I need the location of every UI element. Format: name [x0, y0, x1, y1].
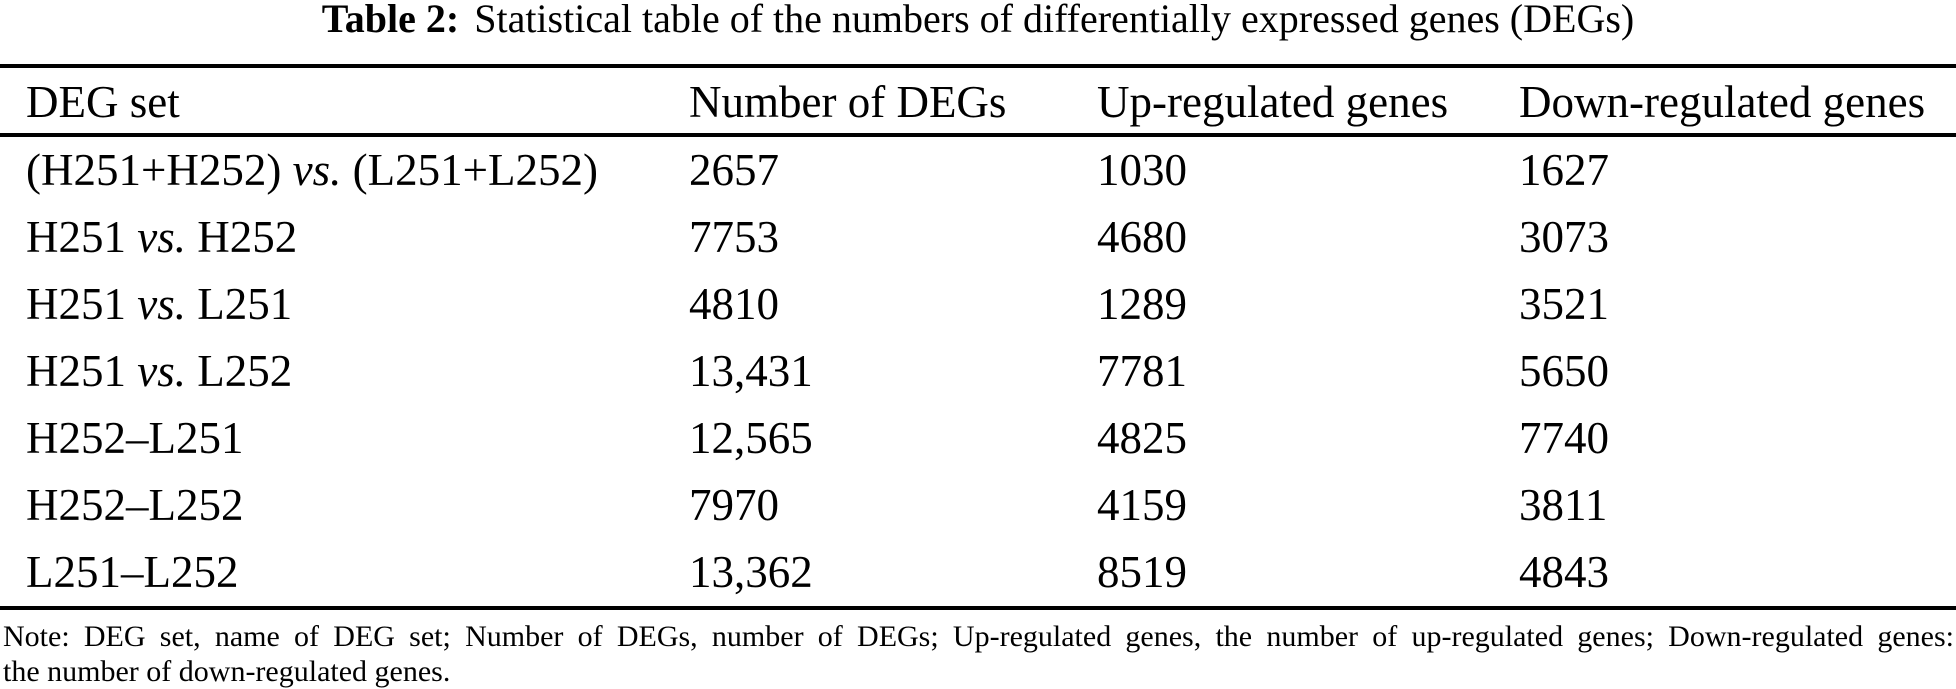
- footnote-line-2: the number of down-regulated genes.: [3, 655, 451, 688]
- deg-table: DEG set Number of DEGs Up-regulated gene…: [0, 68, 1956, 133]
- table-row: H251 vs. L251 4810 1289 3521: [26, 271, 1956, 338]
- deg-set-cell: H251 vs. H252: [26, 212, 298, 262]
- down-regulated-cell: 1627: [1519, 145, 1609, 195]
- column-header-down-regulated: Down-regulated genes: [1519, 77, 1926, 127]
- table-row: H252–L252 7970 4159 3811: [26, 472, 1956, 539]
- bottom-rule: [0, 606, 1956, 610]
- number-of-degs-cell: 4810: [689, 279, 779, 329]
- deg-table-body: (H251+H252) vs. (L251+L252) 2657 1030 16…: [0, 137, 1956, 606]
- down-regulated-cell: 3811: [1519, 480, 1608, 530]
- table-row: H251 vs. L252 13,431 7781 5650: [26, 338, 1956, 405]
- down-regulated-cell: 3073: [1519, 212, 1609, 262]
- deg-set-cell: H252–L252: [26, 480, 244, 530]
- table-row: (H251+H252) vs. (L251+L252) 2657 1030 16…: [26, 137, 1956, 204]
- table-row: H252–L251 12,565 4825 7740: [26, 405, 1956, 472]
- column-header-up-regulated: Up-regulated genes: [1097, 77, 1449, 127]
- up-regulated-cell: 7781: [1097, 346, 1187, 396]
- number-of-degs-cell: 7753: [689, 212, 779, 262]
- up-regulated-cell: 4159: [1097, 480, 1187, 530]
- table-caption-text: Statistical table of the numbers of diff…: [474, 0, 1635, 41]
- table-caption-label: Table 2:: [321, 0, 460, 41]
- header-rule: [0, 133, 1956, 137]
- up-regulated-cell: 8519: [1097, 547, 1187, 597]
- deg-set-cell: H252–L251: [26, 413, 244, 463]
- deg-set-cell: (H251+H252) vs. (L251+L252): [26, 145, 598, 195]
- deg-set-cell: H251 vs. L251: [26, 279, 293, 329]
- down-regulated-cell: 3521: [1519, 279, 1609, 329]
- number-of-degs-cell: 13,431: [689, 346, 813, 396]
- number-of-degs-cell: 13,362: [689, 547, 813, 597]
- up-regulated-cell: 1030: [1097, 145, 1187, 195]
- down-regulated-cell: 7740: [1519, 413, 1609, 463]
- footnote-line-1: Note: DEG set, name of DEG set; Number o…: [3, 620, 1954, 653]
- table-row: L251–L252 13,362 8519 4843: [26, 539, 1956, 606]
- table-header-row: DEG set Number of DEGs Up-regulated gene…: [26, 68, 1956, 133]
- number-of-degs-cell: 12,565: [689, 413, 813, 463]
- number-of-degs-cell: 7970: [689, 480, 779, 530]
- top-rule: [0, 64, 1956, 68]
- down-regulated-cell: 4843: [1519, 547, 1609, 597]
- column-header-number-of-degs: Number of DEGs: [689, 77, 1007, 127]
- table-caption: Table 2: Statistical table of the numbers…: [0, 0, 1956, 45]
- table-footnote: Note: DEG set, name of DEG set; Number o…: [3, 619, 1954, 689]
- up-regulated-cell: 4825: [1097, 413, 1187, 463]
- up-regulated-cell: 1289: [1097, 279, 1187, 329]
- up-regulated-cell: 4680: [1097, 212, 1187, 262]
- table-row: H251 vs. H252 7753 4680 3073: [26, 204, 1956, 271]
- column-header-deg-set: DEG set: [26, 77, 180, 127]
- deg-set-cell: H251 vs. L252: [26, 346, 293, 396]
- down-regulated-cell: 5650: [1519, 346, 1609, 396]
- deg-set-cell: L251–L252: [26, 547, 239, 597]
- number-of-degs-cell: 2657: [689, 145, 779, 195]
